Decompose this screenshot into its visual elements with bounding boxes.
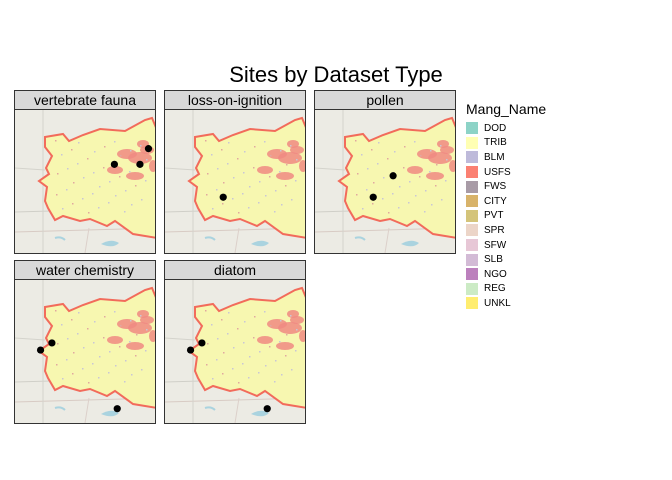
site-point (369, 193, 377, 201)
legend-label: SFW (484, 239, 507, 251)
site-point (136, 160, 144, 168)
site-point (110, 160, 118, 168)
panel-label: loss-on-ignition (164, 90, 306, 110)
legend-item: NGO (466, 267, 546, 282)
legend-label: UNKL (484, 297, 511, 309)
basemap (165, 110, 305, 253)
site-point (113, 405, 121, 413)
site-point (186, 346, 195, 354)
legend-item: REG (466, 282, 546, 297)
legend-swatch (466, 122, 478, 135)
site-point (198, 339, 206, 347)
legend-item: SLB (466, 252, 546, 267)
legend-swatch (466, 282, 478, 295)
map-panel (164, 110, 306, 254)
legend-label: REG (484, 283, 506, 295)
map-panel (14, 280, 156, 424)
legend-swatch (466, 268, 478, 281)
legend-swatch (466, 297, 478, 310)
map-panel (164, 280, 306, 424)
panel-label: vertebrate fauna (14, 90, 156, 110)
legend-item: DOD (466, 121, 546, 136)
legend: Mang_Name DOD TRIB BLM USFS FWS CITY PVT SPR SFW… (466, 101, 546, 311)
panel-vertebrate-fauna: vertebrate fauna (14, 90, 156, 254)
legend-label: USFS (484, 166, 511, 178)
legend-label: NGO (484, 268, 507, 280)
basemap (315, 110, 455, 253)
legend-label: CITY (484, 195, 507, 207)
panel-water-chemistry: water chemistry (14, 260, 156, 424)
legend-swatch (466, 253, 478, 266)
panel-label: pollen (314, 90, 456, 110)
legend-label: SLB (484, 254, 503, 266)
legend-label: BLM (484, 151, 505, 163)
legend-label: PVT (484, 210, 504, 222)
legend-title: Mang_Name (466, 101, 547, 117)
site-point (219, 193, 227, 201)
basemap (15, 110, 155, 253)
legend-label: TRIB (484, 137, 507, 149)
legend-item: USFS (466, 165, 546, 180)
site-point (263, 405, 271, 413)
basemap (15, 280, 155, 423)
legend-item: SFW (466, 238, 546, 253)
panel-label: water chemistry (14, 260, 156, 280)
site-point (389, 172, 397, 180)
legend-label: SPR (484, 224, 505, 236)
panel-pollen: pollen (314, 90, 456, 254)
legend-item: FWS (466, 179, 546, 194)
map-panel (314, 110, 456, 254)
site-point (48, 339, 56, 347)
legend-label: FWS (484, 181, 507, 193)
map-panel (14, 110, 156, 254)
legend-item: BLM (466, 150, 546, 165)
legend-label: DOD (484, 122, 507, 134)
legend-swatch (466, 166, 478, 179)
legend-item: TRIB (466, 136, 546, 151)
panel-label: diatom (164, 260, 306, 280)
legend-swatch (466, 224, 478, 237)
legend-item: CITY (466, 194, 546, 209)
legend-swatch (466, 239, 478, 252)
legend-swatch (466, 180, 478, 193)
legend-item: UNKL (466, 296, 546, 311)
legend-swatch (466, 209, 478, 222)
legend-swatch (466, 195, 478, 208)
legend-swatch (466, 136, 478, 149)
legend-swatch (466, 151, 478, 164)
site-point (144, 145, 153, 153)
basemap (165, 280, 305, 423)
chart-title: Sites by Dataset Type (229, 62, 443, 87)
panel-loss-on-ignition: loss-on-ignition (164, 90, 306, 254)
site-point (36, 346, 45, 354)
legend-item: PVT (466, 209, 546, 224)
legend-item: SPR (466, 223, 546, 238)
panel-diatom: diatom (164, 260, 306, 424)
